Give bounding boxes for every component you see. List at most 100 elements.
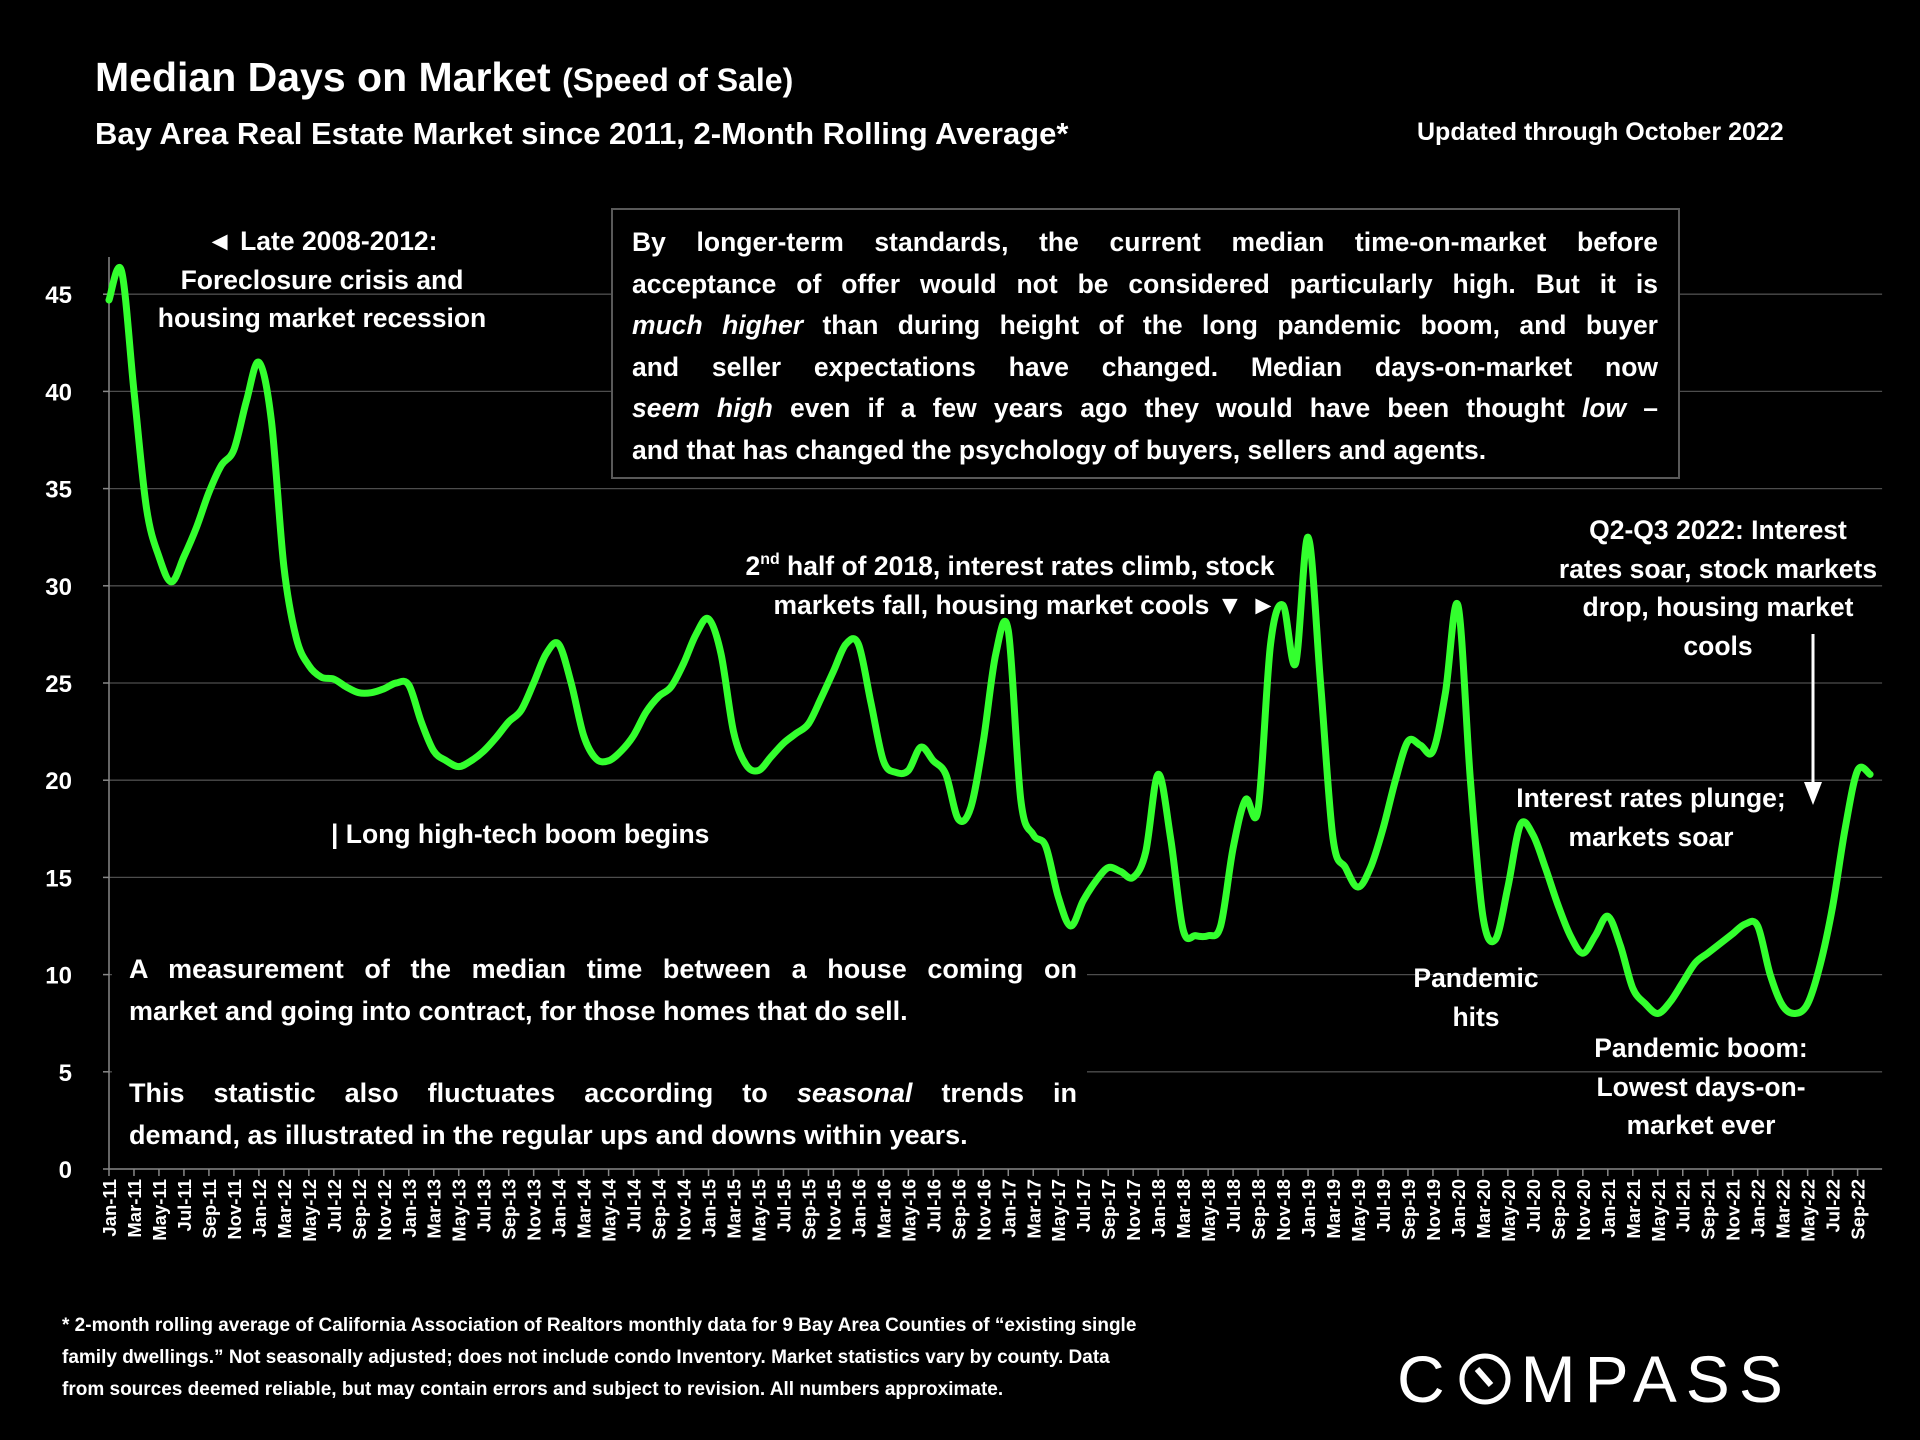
- x-tick-label: Jul-18: [1223, 1179, 1244, 1232]
- annotation-line: rates soar, stock markets: [1558, 553, 1878, 584]
- x-tick-label: Sep-14: [649, 1178, 670, 1239]
- x-tick-label: Sep-17: [1098, 1179, 1119, 1240]
- description-line: demand, as illustrated in the regular up…: [129, 1120, 968, 1150]
- x-tick-label: Jan-12: [249, 1179, 270, 1238]
- x-tick-label: Jul-14: [624, 1178, 645, 1232]
- x-tick-label: Jul-20: [1523, 1179, 1544, 1232]
- x-tick-label: Nov-21: [1723, 1179, 1744, 1241]
- y-tick-label: 25: [45, 671, 72, 698]
- chart-title: Median Days on Market (Speed of Sale): [95, 54, 793, 101]
- annotation-line: drop, housing market: [1582, 592, 1854, 622]
- annotation-pandemic-boom: Pandemic boom: Lowest days-on- market ev…: [1551, 1029, 1851, 1145]
- compass-logo: C MPASS: [1397, 1341, 1792, 1417]
- x-tick-label: Nov-20: [1573, 1179, 1594, 1241]
- description-text: A measurement of the median time between…: [112, 948, 1087, 1156]
- footnote-line: from sources deemed reliable, but may co…: [62, 1379, 1004, 1400]
- axes: [103, 257, 1883, 1176]
- x-tick-label: Jan-22: [1748, 1179, 1769, 1238]
- x-tick-label: Jul-16: [923, 1179, 944, 1232]
- x-tick-label: Sep-20: [1548, 1179, 1569, 1240]
- x-tick-label: Sep-13: [499, 1179, 520, 1240]
- logo-letter: C: [1397, 1342, 1454, 1416]
- y-tick-label: 5: [59, 1060, 72, 1087]
- annotation-line: cools: [1683, 630, 1753, 661]
- annotation-line: Pandemic: [1413, 963, 1539, 993]
- x-tick-label: Jan-19: [1298, 1179, 1319, 1238]
- x-tick-label: Jul-12: [324, 1179, 345, 1232]
- x-tick-label: Sep-19: [1398, 1179, 1419, 1240]
- x-tick-label: Sep-11: [199, 1179, 220, 1239]
- x-tick-label: Jan-17: [998, 1179, 1019, 1238]
- annotation-superscript: nd: [760, 550, 780, 568]
- footnote-line: * 2-month rolling average of California …: [62, 1315, 1137, 1336]
- x-tick-label: Nov-16: [973, 1179, 994, 1241]
- x-tick-label: Mar-11: [124, 1179, 145, 1238]
- x-tick-label: May-18: [1198, 1179, 1219, 1242]
- commentary-line: seem high even if a few years ago they w…: [632, 388, 1658, 430]
- footnote: * 2-month rolling average of California …: [62, 1310, 1136, 1406]
- description-line: A measurement of the median time between…: [129, 954, 1077, 984]
- x-tick-label: Sep-15: [798, 1179, 819, 1240]
- annotation-rates-plunge: Interest rates plunge; markets soar: [1491, 779, 1811, 856]
- text-segment: low: [1581, 393, 1627, 424]
- annotation-line: Foreclosure crisis and: [180, 264, 464, 295]
- x-tick-label: Mar-19: [1323, 1179, 1344, 1239]
- commentary-line: and that has changed the psychology of b…: [632, 430, 1658, 472]
- x-tick-label: Jul-19: [1373, 1179, 1394, 1232]
- x-tick-label: Mar-14: [574, 1178, 595, 1238]
- x-tick-label: Nov-14: [674, 1178, 695, 1240]
- commentary-line: acceptance of offer would not be conside…: [632, 264, 1658, 306]
- description-line: This statistic also fluctuates according…: [129, 1072, 1077, 1114]
- text-segment: seem high: [632, 393, 773, 424]
- x-tick-label: Jul-22: [1823, 1179, 1844, 1232]
- x-tick-label: Nov-15: [823, 1179, 844, 1241]
- x-tick-label: Mar-21: [1623, 1179, 1644, 1239]
- annotation-line: hits: [1452, 1001, 1500, 1032]
- text-segment: and seller expectations have changed. Me…: [632, 351, 1658, 382]
- y-tick-label: 20: [45, 768, 72, 795]
- text-segment: –: [1626, 393, 1658, 424]
- x-tick-label: Jan-13: [399, 1179, 420, 1238]
- y-tick-label: 10: [45, 963, 72, 990]
- x-tick-label: Jul-13: [474, 1179, 495, 1232]
- x-tick-label: May-17: [1048, 1179, 1069, 1242]
- x-tick-label: Mar-20: [1473, 1179, 1494, 1239]
- commentary-line: By longer-term standards, the current me…: [632, 222, 1658, 264]
- annotation-line: Interest rates plunge;: [1516, 783, 1786, 813]
- x-tick-label: Jul-21: [1673, 1179, 1694, 1232]
- text-segment: than during height of the long pandemic …: [803, 310, 1658, 341]
- y-tick-label: 15: [45, 865, 72, 892]
- annotation-line: markets soar: [1568, 821, 1734, 852]
- footnote-line: family dwellings.” Not seasonally adjust…: [62, 1347, 1110, 1368]
- x-tick-label: Jan-14: [549, 1178, 570, 1237]
- commentary-line: much higher than during height of the lo…: [632, 305, 1658, 347]
- text-segment: trends in: [912, 1078, 1077, 1108]
- chart-subtitle: Bay Area Real Estate Market since 2011, …: [95, 116, 1069, 151]
- x-tick-label: May-11: [149, 1179, 170, 1241]
- x-tick-label: Jan-20: [1448, 1179, 1469, 1238]
- commentary-box: By longer-term standards, the current me…: [611, 208, 1680, 479]
- annotation-pandemic-hits: Pandemic hits: [1376, 959, 1576, 1036]
- x-tick-label: Mar-16: [873, 1179, 894, 1239]
- x-tick-label: Sep-12: [349, 1179, 370, 1240]
- annotation-line: housing market recession: [157, 303, 487, 333]
- x-tick-label: Nov-12: [374, 1179, 395, 1241]
- x-tick-label: Mar-18: [1173, 1179, 1194, 1239]
- annotation-line: market ever: [1626, 1110, 1776, 1140]
- text-segment: acceptance of offer would not be conside…: [632, 268, 1658, 299]
- annotation-tech-boom: | Long high-tech boom begins: [331, 819, 710, 849]
- annotation-text: 2: [745, 551, 761, 581]
- commentary-line: and seller expectations have changed. Me…: [632, 347, 1658, 389]
- y-axis-labels: 0 5 10 15 20 25 30 35 40 45: [45, 282, 72, 1184]
- x-tick-label: May-13: [449, 1179, 470, 1242]
- x-tick-label: Jan-21: [1598, 1179, 1619, 1238]
- y-tick-label: 0: [59, 1157, 72, 1184]
- y-tick-label: 30: [45, 574, 72, 601]
- x-tick-label: May-20: [1498, 1179, 1519, 1242]
- x-tick-label: Sep-18: [1248, 1179, 1269, 1240]
- y-tick-label: 45: [45, 282, 72, 309]
- down-arrow-icon: [1804, 634, 1822, 805]
- y-tick-label: 35: [45, 477, 72, 504]
- x-tick-label: May-21: [1648, 1179, 1669, 1242]
- x-tick-label: Sep-21: [1698, 1179, 1719, 1240]
